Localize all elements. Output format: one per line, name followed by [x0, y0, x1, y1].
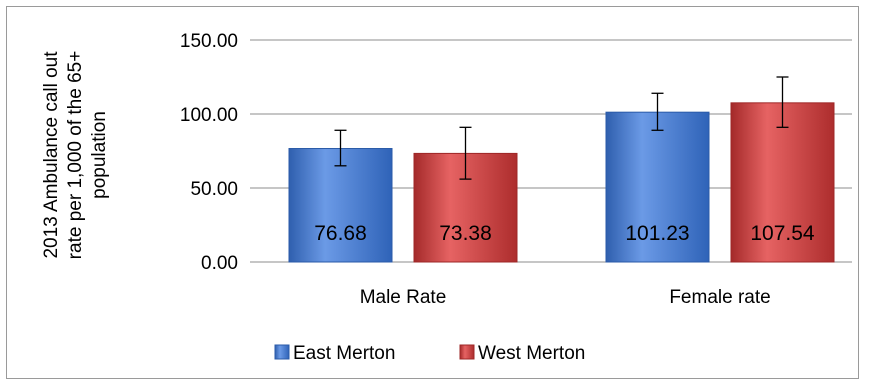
y-axis-title: 2013 Ambulance call out rate per 1,000 of… [41, 51, 110, 260]
bars [288, 76, 835, 263]
category-label: Female rate [669, 287, 770, 308]
category-label: Male Rate [360, 287, 447, 308]
y-tick-label: 50.00 [190, 179, 238, 200]
y-axis-title-line: population [89, 111, 110, 199]
data-label: 107.54 [750, 222, 815, 245]
y-tick-label: 0.00 [201, 253, 238, 274]
bar [730, 102, 835, 263]
legend-label: West Merton [478, 343, 585, 364]
data-label: 73.38 [439, 222, 492, 245]
y-axis-title-line: 2013 Ambulance call out [41, 51, 62, 259]
y-axis: 0.00 50.00 100.00 150.00 [180, 31, 238, 274]
legend: East Merton West Merton [274, 343, 585, 364]
y-tick-label: 150.00 [180, 31, 238, 52]
y-axis-title-line: rate per 1,000 of the 65+ [65, 51, 86, 260]
legend-swatch [274, 344, 290, 360]
legend-label: East Merton [293, 343, 395, 364]
data-label: 101.23 [625, 222, 689, 245]
labels: 76.68 73.38 Male Rate 101.23 107.54 Female ra… [314, 222, 815, 308]
bar [605, 111, 710, 263]
data-label: 76.68 [314, 222, 367, 245]
bar-chart: 0.00 50.00 100.00 150.00 76.68 73.38 Male Rat… [41, 31, 852, 364]
bar [288, 148, 393, 263]
legend-swatch [459, 344, 475, 360]
chart-frame: 0.00 50.00 100.00 150.00 76.68 73.38 Male Rat… [6, 6, 859, 379]
y-axis-title-group: 2013 Ambulance call out rate per 1,000 of… [41, 51, 110, 260]
y-tick-label: 100.00 [180, 105, 238, 126]
